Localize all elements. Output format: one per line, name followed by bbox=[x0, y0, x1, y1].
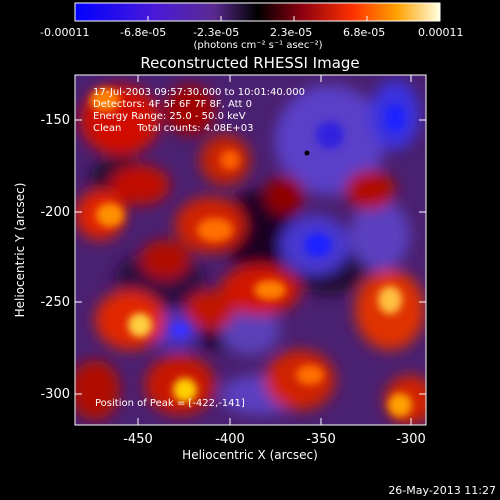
x-axis-ticks bbox=[137, 75, 412, 425]
info-line-time: 17-Jul-2003 09:57:30.000 to 10:01:40.000 bbox=[93, 87, 305, 98]
colorbar-unit-label: (photons cm⁻² s⁻¹ asec⁻²) bbox=[193, 40, 322, 51]
observation-info: 17-Jul-2003 09:57:30.000 to 10:01:40.000… bbox=[93, 87, 305, 134]
peak-position-label: Position of Peak = [-422,-141] bbox=[95, 398, 245, 409]
plot-frame bbox=[74, 74, 427, 426]
rhessi-image bbox=[75, 75, 426, 425]
x-axis-label: Heliocentric X (arcsec) bbox=[182, 448, 318, 462]
x-tick-label: -350 bbox=[306, 432, 336, 447]
y-tick-label: -200 bbox=[40, 205, 70, 220]
y-axis-ticks bbox=[75, 119, 426, 395]
x-tick-label: -300 bbox=[396, 432, 426, 447]
peak-marker bbox=[304, 150, 310, 156]
y-tick-label: -250 bbox=[40, 295, 70, 310]
info-line-energy: Energy Range: 25.0 - 50.0 keV bbox=[93, 111, 246, 122]
info-line-detectors: Detectors: 4F 5F 6F 7F 8F, Att 0 bbox=[93, 99, 252, 110]
x-tick-label: -400 bbox=[215, 432, 245, 447]
info-line-counts: Clean Total counts: 4.08E+03 bbox=[93, 123, 253, 134]
colorbar-tick-label: -2.3e-05 bbox=[193, 26, 239, 39]
colorbar-tick-label: -0.00011 bbox=[40, 26, 89, 39]
colorbar-tick-label: 6.8e-05 bbox=[343, 26, 385, 39]
y-axis-label: Heliocentric Y (arcsec) bbox=[13, 183, 27, 318]
plot-title: Reconstructed RHESSI Image bbox=[140, 54, 359, 72]
colorbar-tick-label: -6.8e-05 bbox=[120, 26, 166, 39]
colorbar-tick-label: 0.00011 bbox=[418, 26, 464, 39]
y-tick-label: -150 bbox=[40, 113, 70, 128]
x-tick-label: -450 bbox=[123, 432, 153, 447]
footer-timestamp: 26-May-2013 11:27 bbox=[388, 484, 496, 497]
colorbar bbox=[74, 2, 441, 22]
colorbar-ticks bbox=[74, 16, 441, 21]
y-tick-label: -300 bbox=[40, 387, 70, 402]
colorbar-tick-label: 2.3e-05 bbox=[270, 26, 312, 39]
